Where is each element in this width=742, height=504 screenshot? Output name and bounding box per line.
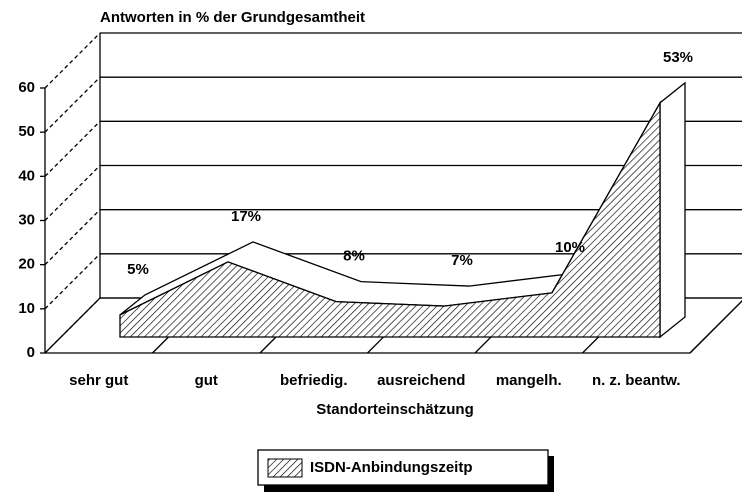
x-tick-label: gut [195, 372, 218, 389]
data-label: 8% [343, 248, 365, 265]
grid-diagonal [44, 120, 101, 177]
y-tick-label: 30 [18, 211, 35, 228]
grid-diagonal [44, 297, 101, 354]
y-tick-label: 50 [18, 123, 35, 140]
x-tick-label: ausreichend [377, 372, 465, 389]
area [119, 100, 661, 338]
grid-diagonal [44, 32, 101, 89]
area-side [659, 81, 686, 339]
data-label: 7% [451, 252, 473, 269]
data-label: 10% [555, 239, 585, 256]
legend [257, 449, 549, 486]
y-tick-label: 20 [18, 256, 35, 273]
x-axis-label: Standorteinschätzung [316, 401, 474, 418]
y-tick-label: 10 [18, 300, 35, 317]
x-tick-label: n. z. beantw. [592, 372, 681, 389]
x-tick-label: sehr gut [69, 372, 128, 389]
grid-diagonal [44, 165, 101, 221]
data-label: 53% [663, 49, 693, 66]
data-label: 5% [127, 261, 149, 278]
grid-diagonal [44, 76, 101, 133]
x-tick-label: befriedig. [280, 372, 348, 389]
y-tick-label: 40 [18, 167, 35, 184]
floor-divider [689, 300, 742, 354]
chart-title: Antworten in % der Grundgesamtheit [100, 9, 365, 26]
legend-label: ISDN-Anbindungszeitp [310, 459, 472, 476]
x-tick-label: mangelh. [496, 372, 562, 389]
grid-diagonal [44, 253, 101, 310]
data-label: 17% [231, 208, 261, 225]
y-tick-label: 60 [18, 79, 35, 96]
legend-swatch [267, 458, 303, 478]
y-tick-label: 0 [27, 344, 35, 361]
grid-diagonal [44, 209, 101, 266]
